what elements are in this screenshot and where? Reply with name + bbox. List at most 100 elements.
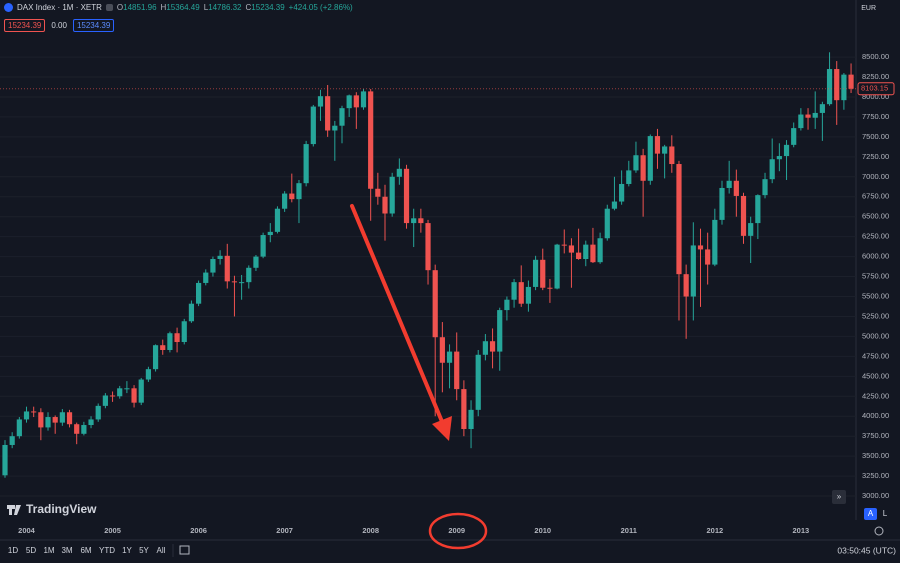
candle-body bbox=[740, 195, 747, 236]
candle-body bbox=[325, 96, 331, 131]
candle-body bbox=[748, 223, 754, 236]
candle-body bbox=[353, 95, 359, 108]
symbol[interactable]: DAX Index · 1M · XETR bbox=[17, 3, 102, 12]
candle-body bbox=[188, 303, 195, 322]
candle-body bbox=[145, 369, 151, 380]
trade-row: 15234.39 0.00 15234.39 bbox=[4, 19, 115, 32]
x-tick-label: 2011 bbox=[621, 526, 637, 535]
candle-body bbox=[246, 267, 252, 283]
clock: 03:50:45 (UTC) bbox=[837, 545, 896, 555]
candle-body bbox=[23, 411, 30, 420]
candle-body bbox=[597, 238, 603, 263]
candle-body bbox=[2, 444, 8, 476]
candle-body bbox=[138, 379, 144, 403]
candle-body bbox=[547, 287, 553, 289]
candle-body bbox=[432, 270, 438, 338]
candle-body bbox=[317, 96, 324, 107]
candle-body bbox=[662, 146, 668, 154]
y-tick-label: 8000.00 bbox=[862, 92, 889, 101]
candle-body bbox=[9, 436, 15, 445]
candle-body bbox=[482, 341, 488, 355]
candle-body bbox=[425, 223, 431, 271]
candle-body bbox=[834, 69, 840, 101]
range-button[interactable]: 6M bbox=[80, 546, 91, 555]
range-button[interactable]: 1D bbox=[8, 546, 18, 555]
y-tick-label: 6000.00 bbox=[862, 252, 889, 261]
candle-body bbox=[210, 259, 216, 273]
candle-body bbox=[798, 114, 804, 129]
scroll-button[interactable] bbox=[832, 490, 846, 504]
candle-body bbox=[239, 282, 245, 284]
range-button[interactable]: 1M bbox=[43, 546, 54, 555]
candle-body bbox=[525, 286, 532, 304]
candle-body bbox=[95, 405, 101, 420]
candle-body bbox=[174, 333, 180, 343]
candle-body bbox=[712, 219, 718, 265]
candle-body bbox=[776, 156, 782, 160]
settings-icon[interactable] bbox=[874, 526, 884, 536]
sell-price[interactable]: 15234.39 bbox=[4, 19, 46, 32]
candle-body bbox=[296, 183, 302, 200]
range-button[interactable]: All bbox=[157, 546, 166, 555]
x-tick-label: 2012 bbox=[706, 526, 723, 535]
candle-body bbox=[66, 412, 73, 425]
range-button[interactable]: 3M bbox=[61, 546, 72, 555]
range-button[interactable]: 1Y bbox=[122, 546, 132, 555]
candle-body bbox=[848, 74, 854, 89]
range-button[interactable]: YTD bbox=[99, 546, 115, 555]
low-label: L bbox=[203, 3, 209, 12]
candle-body bbox=[604, 208, 610, 239]
candle-body bbox=[267, 231, 273, 236]
candle-body bbox=[819, 104, 825, 113]
candle-body bbox=[81, 425, 87, 434]
candle-body bbox=[654, 136, 661, 154]
candle-body bbox=[576, 252, 582, 260]
date-range-icon[interactable] bbox=[179, 545, 190, 555]
candle-body bbox=[726, 180, 732, 188]
candle-body bbox=[475, 354, 481, 410]
x-tick-label: 2007 bbox=[276, 526, 293, 535]
candle-body bbox=[217, 255, 223, 260]
symbol-icon bbox=[4, 3, 13, 12]
auto-scale-button[interactable] bbox=[864, 508, 877, 520]
currency[interactable]: EUR bbox=[861, 5, 876, 12]
candle-body bbox=[683, 274, 689, 297]
candle-body bbox=[489, 341, 496, 352]
candle-body bbox=[611, 201, 618, 209]
candle-body bbox=[203, 272, 209, 283]
candle-body bbox=[167, 333, 173, 350]
range-button[interactable]: 5Y bbox=[139, 546, 149, 555]
candle-body bbox=[45, 417, 51, 428]
scroll-icon: » bbox=[837, 492, 842, 501]
range-button[interactable]: 5D bbox=[26, 546, 36, 555]
y-tick-label: 8500.00 bbox=[862, 52, 889, 61]
candle-body bbox=[540, 259, 546, 288]
candle-body bbox=[31, 411, 37, 413]
x-tick-label: 2010 bbox=[534, 526, 551, 535]
candle-body bbox=[446, 351, 453, 363]
y-tick-label: 6500.00 bbox=[862, 212, 889, 221]
candle-body bbox=[454, 351, 460, 390]
candle-body bbox=[812, 112, 818, 118]
candle-body bbox=[733, 180, 739, 196]
highlight-circle bbox=[428, 512, 488, 550]
candle-body bbox=[375, 188, 381, 197]
candle-body bbox=[633, 155, 639, 171]
buy-price[interactable]: 15234.39 bbox=[72, 19, 115, 32]
low-value: 14786.32 bbox=[208, 3, 242, 12]
log-scale-label[interactable]: L bbox=[883, 509, 888, 518]
y-tick-label: 3250.00 bbox=[862, 471, 889, 480]
candle-body bbox=[719, 187, 725, 220]
x-tick-label: 2006 bbox=[190, 526, 207, 535]
last-price-tag bbox=[857, 82, 895, 96]
y-tick-label: 8250.00 bbox=[862, 72, 889, 81]
candle-body bbox=[346, 95, 352, 109]
y-tick-label: 5250.00 bbox=[862, 311, 889, 320]
candle-body bbox=[195, 282, 202, 304]
candle-body bbox=[583, 244, 589, 260]
candle-body bbox=[231, 281, 238, 283]
y-tick-label: 3500.00 bbox=[862, 451, 889, 460]
close-value: 15234.39 bbox=[251, 3, 285, 12]
status-icon bbox=[105, 4, 113, 11]
